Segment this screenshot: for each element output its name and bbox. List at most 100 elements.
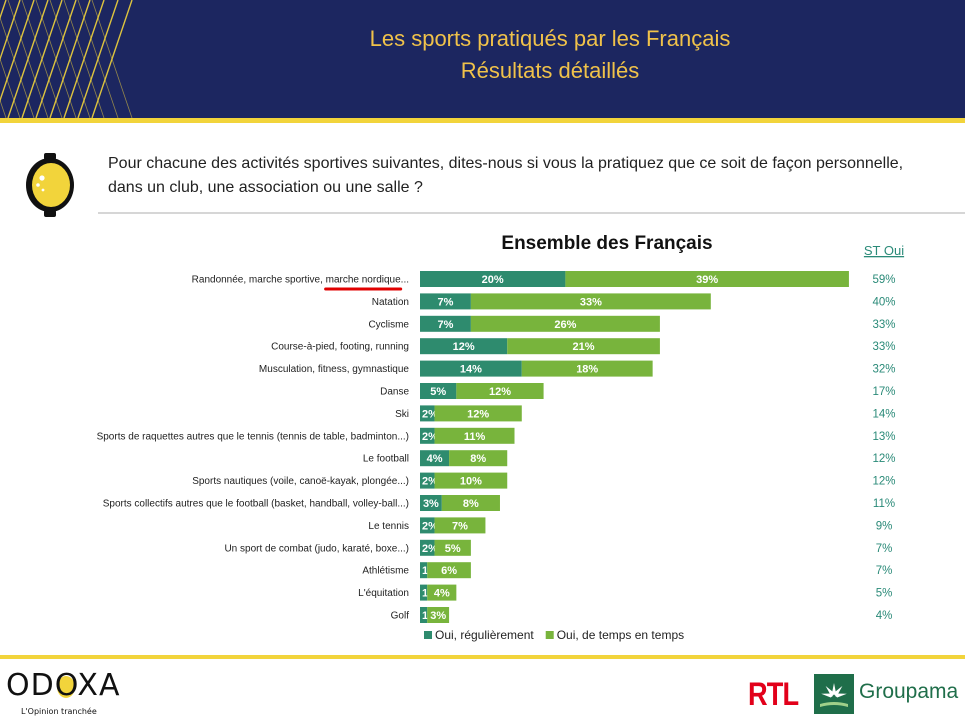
question-divider <box>98 212 965 214</box>
bar-segment <box>420 293 471 310</box>
total-value: 12% <box>872 476 895 488</box>
bar-segment <box>420 360 522 377</box>
footer-accent-bar <box>0 655 965 659</box>
pattern-stroke <box>0 0 21 62</box>
bar-value-label: 4% <box>434 588 450 600</box>
total-value: 7% <box>876 565 893 577</box>
bar-value-label: 8% <box>470 453 486 465</box>
bar-segment <box>420 539 435 556</box>
odoxa-lemon-icon <box>26 153 74 217</box>
bar-segment <box>470 315 660 332</box>
total-value: 33% <box>872 319 895 331</box>
category-label: Golf <box>391 611 410 622</box>
page-subtitle: Résultats détaillés <box>460 58 640 83</box>
bar-segment <box>565 271 849 287</box>
bar-segment <box>507 338 660 355</box>
category-label: Athlétisme <box>362 566 409 577</box>
groupama-emblem-icon <box>814 674 854 714</box>
bar-value-label: 7% <box>437 319 453 331</box>
category-label: Ski <box>395 409 409 420</box>
stacked-bar-chart: Ensemble des Français ST Oui Randonnée, ma… <box>97 233 905 642</box>
bar-value-label: 5% <box>445 543 461 555</box>
bar-value-label: 5% <box>430 386 446 398</box>
total-value: 9% <box>876 520 893 532</box>
bar-value-label: 12% <box>453 341 475 353</box>
category-label: Sports collectifs autres que le football… <box>103 499 409 510</box>
bar-segment <box>420 607 428 623</box>
page-title: Les sports pratiqués par les Français <box>369 26 731 51</box>
bar-segment <box>427 562 471 579</box>
bar-segment <box>427 607 450 623</box>
odoxa-logo <box>57 676 75 698</box>
category-label: Natation <box>372 297 409 308</box>
legend-swatch <box>545 631 554 639</box>
bar-segment <box>427 584 457 601</box>
bar-segment <box>434 517 486 534</box>
total-value: 40% <box>872 296 895 308</box>
bar-value-label: 26% <box>554 319 576 331</box>
bar-value-label: 3% <box>423 498 439 510</box>
pattern-stroke <box>7 0 49 118</box>
bar-value-label: 8% <box>463 498 479 510</box>
total-value: 17% <box>872 386 895 398</box>
bar-segment <box>420 405 435 422</box>
legend-label: Oui, régulièrement <box>435 628 534 642</box>
category-label: Danse <box>380 387 409 398</box>
groupama-wordmark: Groupama <box>859 680 959 703</box>
pattern-stroke <box>21 0 63 118</box>
bar-value-label: 11% <box>464 431 486 443</box>
bar-segment <box>420 450 450 467</box>
pattern-stroke <box>49 0 91 118</box>
pattern-stroke <box>0 0 35 103</box>
bar-value-label: 2% <box>422 543 438 555</box>
total-value: 59% <box>872 274 895 286</box>
category-label: Musculation, fitness, gymnastique <box>259 364 410 375</box>
bar-value-label: 21% <box>573 341 595 353</box>
bar-value-label: 10% <box>460 476 482 488</box>
total-column-header: ST Oui <box>864 243 904 258</box>
category-label: Le tennis <box>368 521 409 532</box>
bar-segment <box>441 495 500 511</box>
total-value: 32% <box>872 364 895 376</box>
bar-value-label: 20% <box>482 274 504 286</box>
bar-segment <box>434 405 522 422</box>
bar-segment <box>420 495 442 511</box>
pattern-stroke <box>0 57 21 118</box>
bar-value-label: 4% <box>427 453 443 465</box>
header-pattern <box>0 0 133 118</box>
bar-segment <box>420 472 435 489</box>
total-value: 4% <box>876 610 893 622</box>
bar-segment <box>470 293 711 310</box>
category-label: L'équitation <box>358 588 409 599</box>
bar-value-label: 14% <box>460 364 482 376</box>
bar-value-label: 12% <box>467 408 489 420</box>
category-label: Randonnée, marche sportive, marche nordi… <box>192 275 409 286</box>
legend-swatch <box>424 631 432 639</box>
total-value: 12% <box>872 453 895 465</box>
category-label: Le football <box>363 454 409 465</box>
total-value: 7% <box>876 543 893 555</box>
pattern-stroke <box>0 99 7 118</box>
bar-value-label: 18% <box>576 364 598 376</box>
category-label: Cyclisme <box>368 319 409 330</box>
rtl-logo: RTL <box>748 676 799 712</box>
bar-value-label: 3% <box>430 610 446 622</box>
category-label: Course-à-pied, footing, running <box>271 342 409 353</box>
bar-segment <box>420 315 471 332</box>
bar-value-label: 2% <box>422 431 438 443</box>
bar-segment <box>449 450 508 467</box>
pattern-stroke <box>91 0 133 118</box>
bar-segment <box>521 360 653 377</box>
legend-label: Oui, de temps en temps <box>557 628 684 642</box>
bar-value-label: 2% <box>422 520 438 532</box>
bar-value-label: 7% <box>452 520 468 532</box>
total-value: 5% <box>876 588 893 600</box>
header-banner: Les sports pratiqués par les Français Ré… <box>0 0 965 118</box>
bar-segment <box>420 517 435 534</box>
bar-segment <box>420 271 566 287</box>
total-value: 13% <box>872 431 895 443</box>
pattern-stroke <box>35 0 77 118</box>
odoxa-wordmark: ODOXA <box>6 668 121 703</box>
bar-value-label: 2% <box>422 408 438 420</box>
pattern-stroke <box>0 16 35 118</box>
